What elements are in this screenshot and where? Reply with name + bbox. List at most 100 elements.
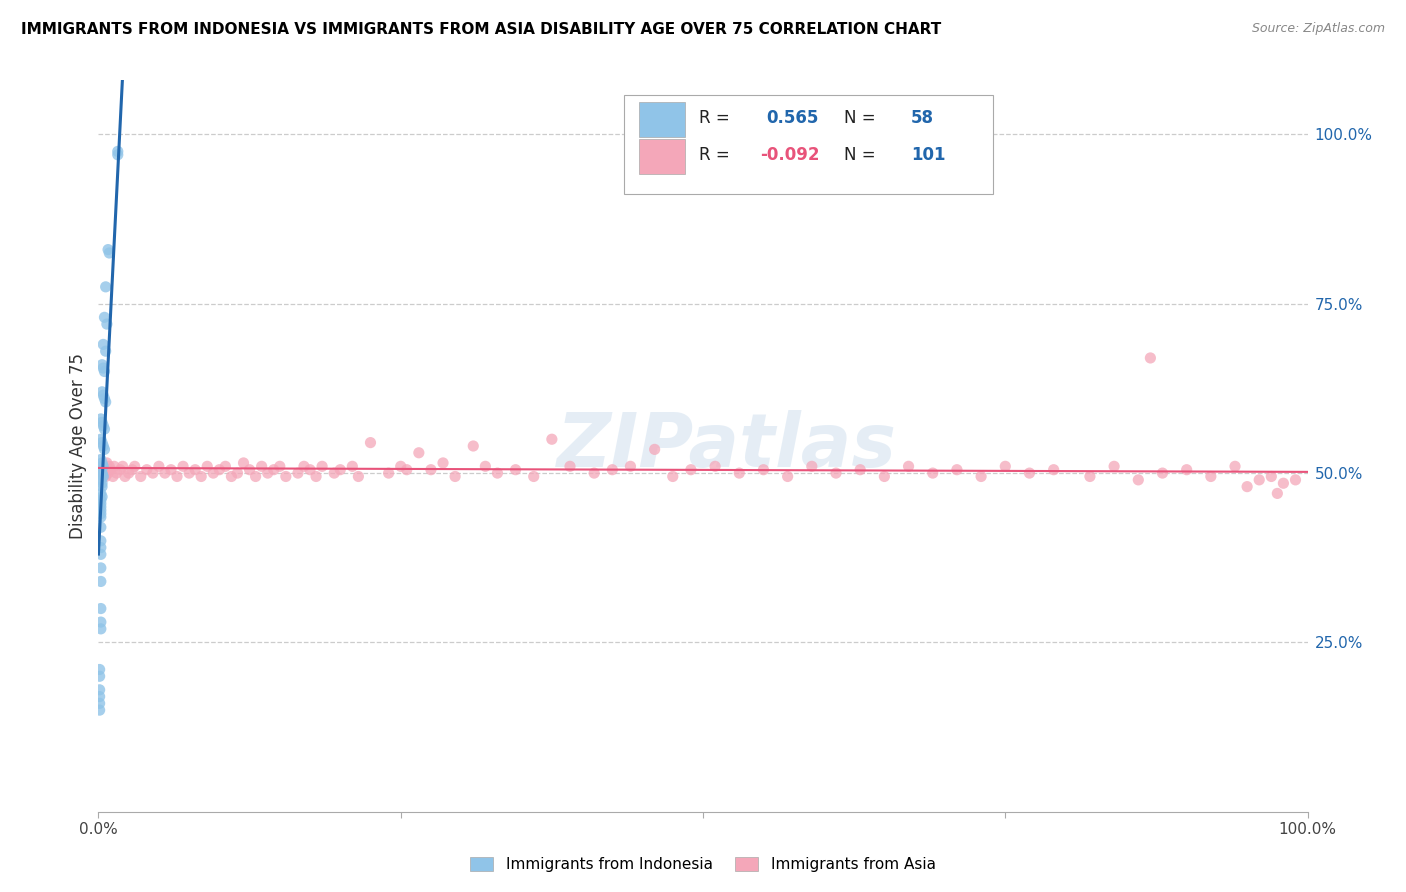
Point xyxy=(93,463,115,477)
Point xyxy=(1267,486,1289,500)
Point xyxy=(124,459,146,474)
Point xyxy=(90,473,112,487)
Point xyxy=(1128,473,1150,487)
Point xyxy=(505,463,527,477)
Point xyxy=(1152,466,1174,480)
Point xyxy=(91,480,114,494)
Point xyxy=(184,463,207,477)
Point xyxy=(91,418,114,433)
Point xyxy=(121,463,143,477)
Point xyxy=(540,432,562,446)
Point xyxy=(299,463,322,477)
Point xyxy=(90,493,112,508)
Point xyxy=(946,463,969,477)
Point xyxy=(90,520,112,534)
Point xyxy=(160,463,183,477)
Point xyxy=(250,459,273,474)
Point xyxy=(239,463,262,477)
Point xyxy=(91,459,114,474)
Point xyxy=(90,601,112,615)
Point xyxy=(101,469,124,483)
Point xyxy=(91,456,114,470)
Point xyxy=(190,469,212,483)
Point xyxy=(256,466,278,480)
Point xyxy=(873,469,896,483)
Point xyxy=(408,446,430,460)
Point xyxy=(347,469,370,483)
Point xyxy=(90,622,112,636)
Point xyxy=(96,456,118,470)
Point xyxy=(1260,469,1282,483)
Bar xyxy=(638,139,685,174)
Point xyxy=(103,459,125,474)
Point xyxy=(1284,473,1306,487)
FancyBboxPatch shape xyxy=(624,95,993,194)
Point xyxy=(226,466,249,480)
Point xyxy=(91,467,114,482)
Point xyxy=(602,463,624,477)
Point xyxy=(420,463,443,477)
Point xyxy=(90,452,112,467)
Point xyxy=(91,361,114,376)
Point xyxy=(91,435,114,450)
Point xyxy=(89,682,111,697)
Point xyxy=(90,500,112,514)
Point xyxy=(94,280,117,294)
Point xyxy=(94,469,117,483)
Point xyxy=(105,466,128,480)
Point xyxy=(292,459,315,474)
Point xyxy=(166,469,188,483)
Point xyxy=(377,466,399,480)
Point xyxy=(1102,459,1125,474)
Point xyxy=(849,463,872,477)
Point xyxy=(305,469,328,483)
Point xyxy=(93,364,115,378)
Point xyxy=(202,466,225,480)
Point xyxy=(90,533,112,548)
Point xyxy=(90,486,112,500)
Point xyxy=(1199,469,1222,483)
Point xyxy=(90,503,112,517)
Point xyxy=(172,459,194,474)
Point xyxy=(395,463,418,477)
Point xyxy=(94,344,117,359)
Point xyxy=(728,466,751,480)
Point xyxy=(523,469,546,483)
Point xyxy=(360,435,382,450)
Point xyxy=(208,463,231,477)
Point xyxy=(287,466,309,480)
Point xyxy=(91,358,114,372)
Text: 101: 101 xyxy=(911,146,945,164)
Point xyxy=(129,469,152,483)
Point xyxy=(91,459,114,474)
Point xyxy=(994,459,1017,474)
Point xyxy=(195,459,218,474)
Point xyxy=(897,459,920,474)
Point xyxy=(644,442,666,457)
Point xyxy=(232,456,254,470)
Point xyxy=(142,466,165,480)
Point xyxy=(752,463,775,477)
Point xyxy=(114,469,136,483)
Point xyxy=(1175,463,1198,477)
Point xyxy=(98,459,121,474)
Text: ZIPatlas: ZIPatlas xyxy=(557,409,897,483)
Point xyxy=(776,469,799,483)
Point xyxy=(463,439,485,453)
Point xyxy=(111,459,134,474)
Legend: Immigrants from Indonesia, Immigrants from Asia: Immigrants from Indonesia, Immigrants fr… xyxy=(463,849,943,880)
Point xyxy=(97,243,120,257)
Point xyxy=(474,459,496,474)
Point xyxy=(90,615,112,629)
Point xyxy=(311,459,333,474)
Point xyxy=(583,466,606,480)
Text: -0.092: -0.092 xyxy=(759,146,820,164)
Point xyxy=(93,392,115,406)
Point xyxy=(93,442,115,457)
Point xyxy=(704,459,727,474)
Point xyxy=(90,432,112,446)
Point xyxy=(91,415,114,429)
Point xyxy=(90,412,112,426)
Text: R =: R = xyxy=(699,146,735,164)
Point xyxy=(91,388,114,402)
